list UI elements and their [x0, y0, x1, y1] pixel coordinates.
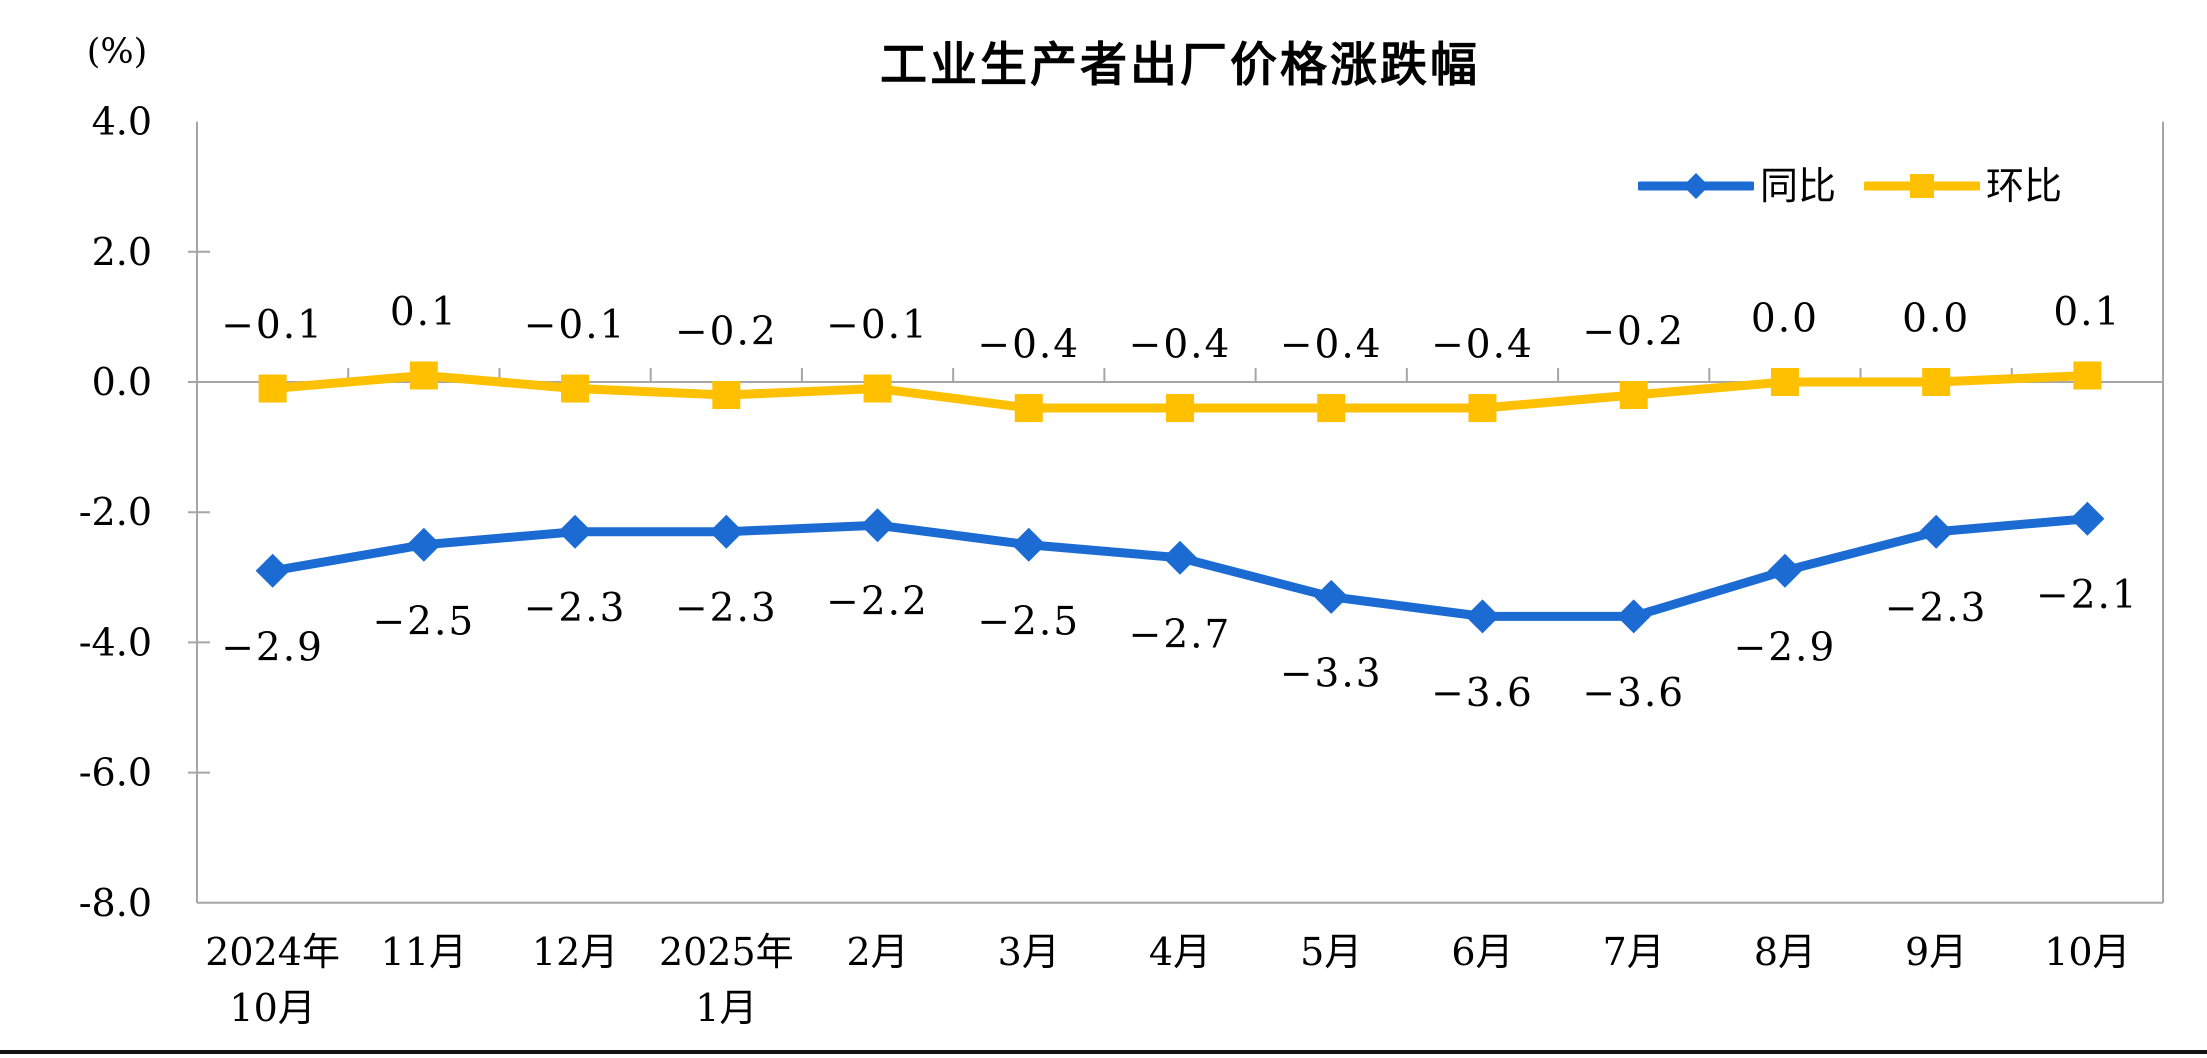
mom-square-marker: [1468, 394, 1497, 423]
data-label: −3.3: [1280, 651, 1383, 696]
yoy-diamond-marker: [1465, 599, 1500, 634]
data-label: −2.1: [2036, 573, 2139, 618]
yoy-diamond-marker: [558, 514, 593, 549]
data-label: 0.1: [2053, 290, 2121, 335]
yoy-line-swatch-icon: [1638, 173, 1754, 199]
mom-square-marker: [863, 374, 892, 403]
data-label: −0.4: [1431, 323, 1534, 368]
yoy-diamond-marker: [860, 508, 895, 543]
data-label: −0.1: [524, 303, 627, 348]
y-axis-tick-label: 0.0: [92, 360, 152, 404]
x-axis-tick-label: 1月: [695, 986, 757, 1030]
yoy-diamond-marker: [255, 553, 290, 588]
data-label: −2.3: [524, 586, 627, 631]
data-label: 0.0: [1751, 297, 1819, 342]
legend-label-yoy: 同比: [1760, 164, 1837, 208]
yoy-diamond-marker: [1616, 599, 1651, 634]
data-label: −3.6: [1582, 671, 1685, 716]
data-label: −0.2: [675, 310, 778, 355]
mom-square-marker: [258, 374, 287, 403]
data-label: −0.4: [977, 323, 1080, 368]
y-axis-tick-label: -6.0: [79, 751, 152, 795]
y-axis-tick-label: 4.0: [92, 100, 152, 144]
x-axis-tick-label: 10月: [2044, 930, 2130, 974]
yoy-diamond-marker: [1314, 579, 1349, 614]
x-axis-tick-label: 5月: [1300, 930, 1362, 974]
mom-square-marker: [1619, 381, 1648, 410]
data-label: −0.4: [1129, 323, 1232, 368]
mom-square-marker: [1014, 394, 1043, 423]
legend-swatch-shape: [1683, 173, 1709, 199]
data-label: −2.2: [826, 580, 929, 625]
x-axis-tick-label: 2024年: [205, 930, 340, 974]
legend-swatch-shape: [1910, 174, 1935, 198]
x-axis-tick-label: 2025年: [659, 930, 794, 974]
y-axis-tick-label: -8.0: [79, 881, 152, 925]
x-axis-tick-label: 10月: [229, 986, 315, 1030]
data-label: −2.9: [221, 625, 324, 670]
x-axis-tick-label: 9月: [1905, 930, 1967, 974]
mom-square-marker: [1770, 368, 1799, 396]
x-axis-tick-label: 3月: [998, 930, 1060, 974]
legend-item-mom: 环比: [1864, 166, 2062, 206]
x-axis-tick-label: 4月: [1149, 930, 1211, 974]
data-label: −0.1: [221, 303, 324, 348]
x-axis-tick-label: 6月: [1451, 930, 1513, 974]
chart-title: 工业生产者出厂价格涨跌幅: [880, 38, 1480, 91]
legend: 同比 环比: [1638, 166, 2062, 206]
y-axis-tick-label: -2.0: [79, 490, 152, 534]
legend-item-yoy: 同比: [1638, 166, 1836, 206]
x-axis-tick-label: 12月: [532, 930, 618, 974]
x-axis-tick-label: 8月: [1754, 930, 1816, 974]
data-label: −2.5: [977, 599, 1080, 644]
mom-square-marker: [1166, 394, 1194, 423]
y-axis-tick-label: -4.0: [79, 620, 152, 664]
yoy-diamond-marker: [2070, 501, 2105, 536]
mom-square-marker: [1317, 394, 1346, 423]
data-label: −0.1: [826, 303, 929, 348]
data-label: −2.7: [1129, 612, 1232, 657]
yoy-diamond-marker: [1163, 540, 1197, 575]
x-axis-tick-label: 2月: [846, 930, 908, 974]
data-label: −0.4: [1280, 323, 1383, 368]
mom-square-marker: [1922, 368, 1951, 396]
y-axis-unit-label: (%): [86, 32, 148, 72]
yoy-diamond-marker: [1767, 553, 1802, 588]
data-label: −2.9: [1734, 625, 1837, 670]
mom-square-marker: [409, 361, 438, 390]
yoy-diamond-marker: [1919, 514, 1954, 549]
legend-label-mom: 环比: [1986, 164, 2063, 208]
bottom-divider: [0, 1050, 2207, 1054]
x-axis-tick-label: 11月: [381, 930, 467, 974]
yoy-diamond-marker: [1011, 527, 1046, 562]
mom-square-marker: [2073, 361, 2102, 390]
y-axis-tick-label: 2.0: [92, 230, 152, 274]
mom-line-swatch-icon: [1864, 174, 1981, 198]
x-axis-tick-label: 7月: [1603, 930, 1665, 974]
data-label: −2.3: [1885, 586, 1988, 631]
data-label: −2.5: [372, 599, 475, 644]
data-label: 0.1: [390, 290, 458, 335]
yoy-diamond-marker: [406, 527, 441, 562]
data-label: −3.6: [1431, 671, 1534, 716]
data-label: −2.3: [675, 586, 778, 631]
data-label: −0.2: [1582, 310, 1685, 355]
mom-square-marker: [561, 374, 590, 403]
data-label: 0.0: [1902, 297, 1970, 342]
mom-square-marker: [712, 381, 741, 410]
yoy-diamond-marker: [709, 514, 744, 549]
